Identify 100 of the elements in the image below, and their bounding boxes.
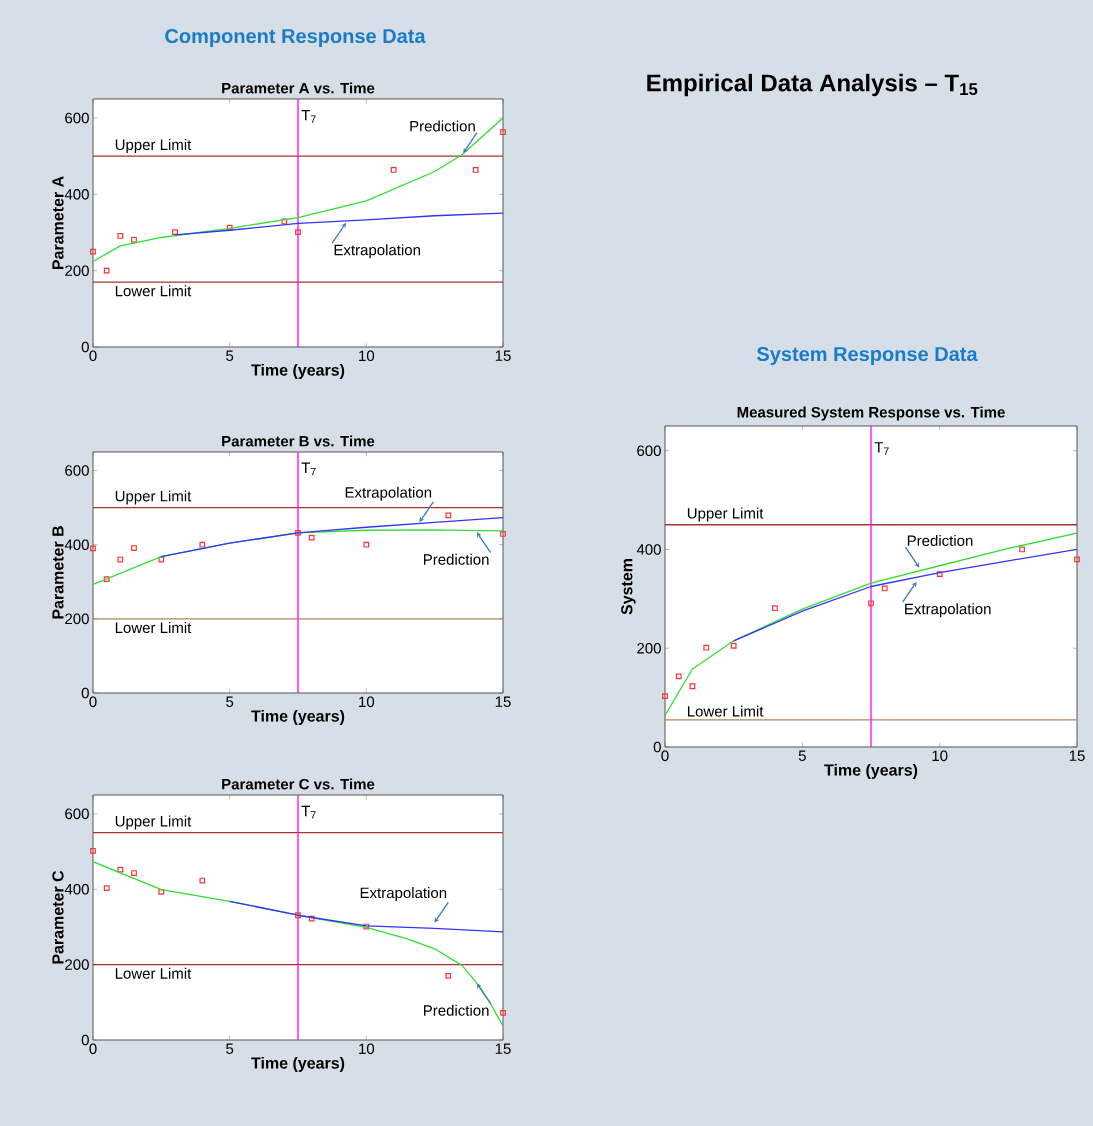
point <box>390 167 397 173</box>
point <box>281 218 288 225</box>
point <box>295 229 301 236</box>
point <box>500 129 506 136</box>
y-tick-label: 0 <box>81 687 89 699</box>
annotation: Extrapolation <box>334 244 420 259</box>
y-tick-label: 600 <box>65 465 89 476</box>
y-tick-label: 400 <box>64 883 89 895</box>
y-tick-label: 200 <box>65 265 89 276</box>
point <box>936 571 943 578</box>
chart-title: Parameter C vs. Time <box>222 778 375 790</box>
x-tick-label: 10 <box>359 696 375 708</box>
point <box>868 600 874 607</box>
point <box>771 605 778 612</box>
point <box>117 556 124 563</box>
chart-title: Measured System Response vs. Time <box>737 406 1005 421</box>
point <box>226 224 233 231</box>
point <box>445 512 452 519</box>
x-tick-label: 10 <box>359 350 375 362</box>
point <box>500 1009 506 1016</box>
point <box>500 531 506 537</box>
x-tick-label: 10 <box>359 1043 375 1055</box>
x-tick-label: 15 <box>495 696 511 707</box>
y-tick-label: 400 <box>636 544 661 555</box>
point <box>131 870 137 876</box>
y-axis-title: Parameter A <box>52 176 64 270</box>
point <box>881 585 888 592</box>
point <box>730 642 737 649</box>
annotation: Prediction <box>424 553 489 565</box>
x-axis-title: Time (years) <box>251 363 345 379</box>
annotation: Extrapolation <box>345 486 432 501</box>
y-tick-label: 400 <box>64 189 89 200</box>
point <box>90 847 96 854</box>
ref-line-label: Lower Limit <box>687 705 764 717</box>
y-tick-label: 0 <box>81 1034 89 1046</box>
point <box>103 267 110 274</box>
x-axis-title: Time (years) <box>824 763 918 779</box>
ref-line-label: T$_{7}$ <box>301 462 316 476</box>
y-axis-title: Parameter C <box>52 870 64 964</box>
x-tick-label: 0 <box>89 1043 97 1055</box>
x-axis-title: Time (years) <box>251 1056 345 1072</box>
point <box>172 229 178 236</box>
x-tick-label: 10 <box>932 750 948 762</box>
y-tick-label: 200 <box>65 959 89 970</box>
ref-line-label: T$_{7}$ <box>301 110 316 123</box>
point <box>131 236 137 243</box>
x-tick-label: 15 <box>495 350 511 361</box>
y-axis-title: System <box>621 559 636 615</box>
x-tick-label: 15 <box>1069 750 1085 761</box>
point <box>158 888 165 895</box>
line-series <box>229 900 503 933</box>
point <box>308 915 315 922</box>
y-tick-label: 200 <box>65 613 89 625</box>
x-tick-label: 0 <box>661 750 669 762</box>
y-tick-label: 200 <box>637 642 661 654</box>
point <box>445 973 452 979</box>
ref-line-label: Lower Limit <box>115 285 192 297</box>
point <box>158 556 165 563</box>
x-tick-label: 5 <box>798 750 806 761</box>
point <box>1074 556 1080 563</box>
ref-line-label: Upper Limit <box>115 815 192 830</box>
annotation: Extrapolation <box>360 887 447 902</box>
annotation: Prediction <box>907 534 973 546</box>
x-tick-label: 5 <box>226 1043 234 1054</box>
line-series <box>733 548 1078 642</box>
chart-title: Parameter B vs. Time <box>222 435 375 447</box>
point <box>675 673 682 680</box>
ref-line-label: Upper Limit <box>115 139 192 154</box>
x-axis-title: Time (years) <box>251 709 345 725</box>
ref-line-label: Upper Limit <box>687 507 764 522</box>
point <box>295 912 301 919</box>
point <box>689 683 696 690</box>
ref-line-label: Lower Limit <box>115 967 192 979</box>
annotation: Prediction <box>410 120 475 132</box>
point <box>1019 546 1025 553</box>
point <box>117 233 124 239</box>
y-tick-label: 0 <box>653 741 661 753</box>
x-tick-label: 15 <box>495 1043 511 1054</box>
y-axis-title: Parameter B <box>52 526 64 619</box>
point <box>131 545 137 551</box>
ref-line-label: Lower Limit <box>115 622 192 634</box>
point <box>308 534 315 541</box>
text: Component Response Data <box>165 28 426 48</box>
ref-line-label: T$_{7}$ <box>874 442 889 455</box>
x-tick-label: 5 <box>226 350 234 361</box>
point <box>295 529 301 536</box>
line-series <box>665 532 1078 717</box>
point <box>363 923 370 930</box>
x-tick-label: 5 <box>226 696 234 707</box>
y-tick-label: 400 <box>64 539 89 550</box>
x-tick-label: 0 <box>89 350 97 362</box>
point <box>199 541 206 548</box>
point <box>103 885 110 891</box>
point <box>117 866 124 873</box>
ref-line-label: T$_{7}$ <box>301 805 316 819</box>
point <box>90 248 96 255</box>
y-tick-label: 600 <box>637 445 661 456</box>
y-tick-label: 0 <box>81 341 89 353</box>
chart-title: Parameter A vs. Time <box>222 82 375 94</box>
ref-line-label: Upper Limit <box>115 490 192 505</box>
